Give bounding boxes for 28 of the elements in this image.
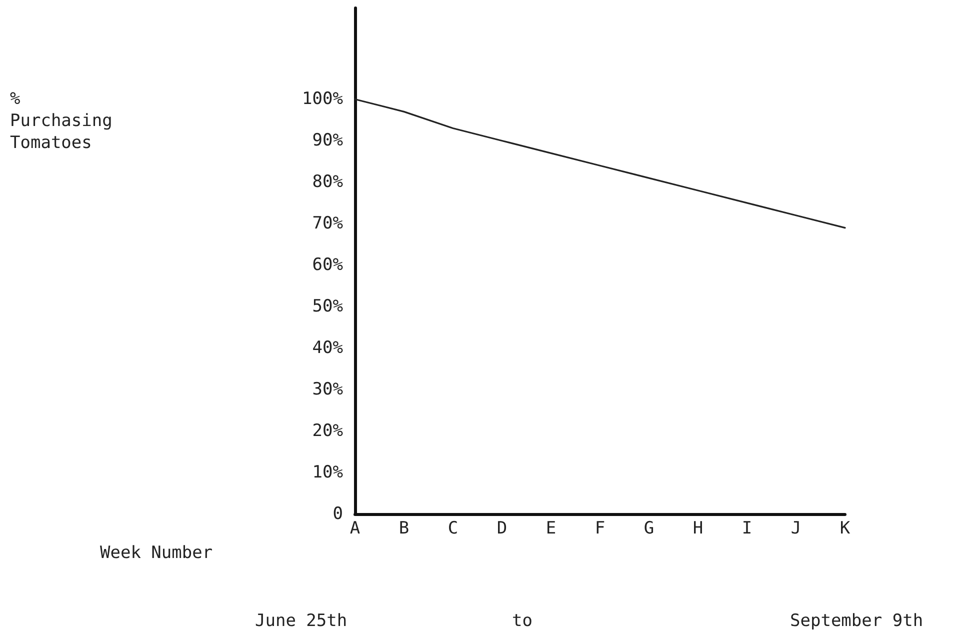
x-tick-label: H [692,518,704,538]
text: % Purchasing Tomatoes [10,89,112,153]
y-tick-label: 30% [312,380,343,400]
text: June 25th [255,611,348,631]
x-tick-label: B [398,518,410,538]
text: Week Number [100,543,213,563]
y-tick-label: 10% [312,462,343,483]
text: to [512,611,532,631]
x-tick-label: K [840,518,851,538]
x-tick-label: I [742,518,752,538]
x-tick-label: G [644,518,654,538]
y-tick-label: 20% [312,421,343,442]
text: September 9th [790,611,924,631]
y-tick-label: 80% [312,172,343,192]
x-tick-label: A [350,518,360,538]
x-tick-label: F [594,518,606,538]
y-tick-label: 60% [312,255,343,276]
y-tick-label: 0 [332,504,343,524]
y-tick-label: 100% [302,89,343,110]
x-tick-label: D [496,518,508,538]
y-tick-label: 50% [312,296,343,317]
x-tick-label: J [790,518,802,538]
x-tick-label: E [546,518,556,538]
y-tick-label: 90% [312,130,343,151]
y-tick-label: 40% [312,338,343,358]
y-tick-label: 70% [312,214,343,234]
line-series [354,98,846,229]
x-tick-label: C [448,518,458,538]
